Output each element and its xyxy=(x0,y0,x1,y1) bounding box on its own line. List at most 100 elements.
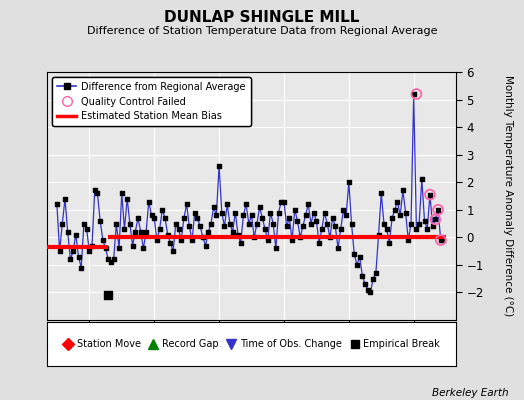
Point xyxy=(91,187,99,194)
Point xyxy=(169,248,177,254)
Point xyxy=(74,254,83,260)
Point xyxy=(107,259,115,265)
Point xyxy=(210,204,218,210)
Point xyxy=(188,237,196,243)
Point xyxy=(231,209,239,216)
Point xyxy=(201,242,210,249)
Point xyxy=(147,212,156,218)
Point xyxy=(355,254,364,260)
Point xyxy=(296,234,304,240)
Point xyxy=(436,237,445,243)
Point xyxy=(353,262,361,268)
Point xyxy=(58,220,67,227)
Point xyxy=(304,201,312,208)
Point xyxy=(425,192,434,198)
Point xyxy=(193,215,202,221)
Point xyxy=(247,212,256,218)
Point xyxy=(396,212,405,218)
Point xyxy=(394,198,402,205)
Point xyxy=(310,209,318,216)
Point xyxy=(269,220,277,227)
Point xyxy=(307,220,315,227)
Point xyxy=(250,234,258,240)
Point xyxy=(285,215,293,221)
Point xyxy=(374,231,383,238)
Legend: Station Move, Record Gap, Time of Obs. Change, Empirical Break: Station Move, Record Gap, Time of Obs. C… xyxy=(60,336,443,352)
Point xyxy=(288,237,296,243)
Point xyxy=(372,270,380,276)
Point xyxy=(350,251,358,257)
Point xyxy=(390,206,399,213)
Point xyxy=(226,220,234,227)
Point xyxy=(199,234,207,240)
Y-axis label: Monthly Temperature Anomaly Difference (°C): Monthly Temperature Anomaly Difference (… xyxy=(503,75,513,317)
Point xyxy=(88,242,96,249)
Text: Berkeley Earth: Berkeley Earth xyxy=(432,388,508,398)
Point xyxy=(369,276,377,282)
Point xyxy=(425,192,434,198)
Point xyxy=(326,234,334,240)
Point xyxy=(207,220,215,227)
Point xyxy=(347,220,356,227)
Point xyxy=(439,237,447,243)
Point xyxy=(172,220,180,227)
Point xyxy=(342,212,351,218)
Point xyxy=(134,215,142,221)
Point xyxy=(99,237,107,243)
Point xyxy=(80,220,88,227)
Point xyxy=(429,223,437,230)
Point xyxy=(72,231,80,238)
Point xyxy=(264,237,272,243)
Point xyxy=(104,256,113,262)
Point xyxy=(412,226,421,232)
Point xyxy=(383,226,391,232)
Point xyxy=(212,212,221,218)
Point xyxy=(152,237,161,243)
Point xyxy=(53,201,61,208)
Point xyxy=(123,196,132,202)
Point xyxy=(404,237,412,243)
Point xyxy=(320,209,329,216)
Point xyxy=(312,218,321,224)
Point xyxy=(277,198,286,205)
Point xyxy=(139,245,148,252)
Point xyxy=(299,223,307,230)
Point xyxy=(236,240,245,246)
Point xyxy=(258,215,267,221)
Point xyxy=(282,223,291,230)
Point xyxy=(142,229,150,235)
Point xyxy=(423,226,431,232)
Point xyxy=(366,289,375,296)
Point xyxy=(255,204,264,210)
Point xyxy=(96,218,104,224)
Point xyxy=(331,223,340,230)
Point xyxy=(323,220,331,227)
Point xyxy=(329,215,337,221)
Point xyxy=(191,209,199,216)
Point xyxy=(434,206,442,213)
Point xyxy=(215,162,223,169)
Point xyxy=(364,286,372,293)
Point xyxy=(220,223,228,230)
Point xyxy=(166,240,174,246)
Point xyxy=(223,201,232,208)
Point xyxy=(318,226,326,232)
Point xyxy=(275,209,283,216)
Point xyxy=(399,187,407,194)
Point xyxy=(345,179,353,186)
Point xyxy=(128,242,137,249)
Point xyxy=(66,256,74,262)
Point xyxy=(401,209,410,216)
Point xyxy=(261,226,269,232)
Point xyxy=(228,229,237,235)
Point xyxy=(150,215,158,221)
Point xyxy=(69,248,78,254)
Point xyxy=(431,216,440,223)
Point xyxy=(280,198,288,205)
Point xyxy=(63,229,72,235)
Point xyxy=(361,281,369,287)
Point xyxy=(174,226,183,232)
Point xyxy=(204,229,212,235)
Legend: Difference from Regional Average, Quality Control Failed, Estimated Station Mean: Difference from Regional Average, Qualit… xyxy=(52,77,250,126)
Point xyxy=(358,273,367,279)
